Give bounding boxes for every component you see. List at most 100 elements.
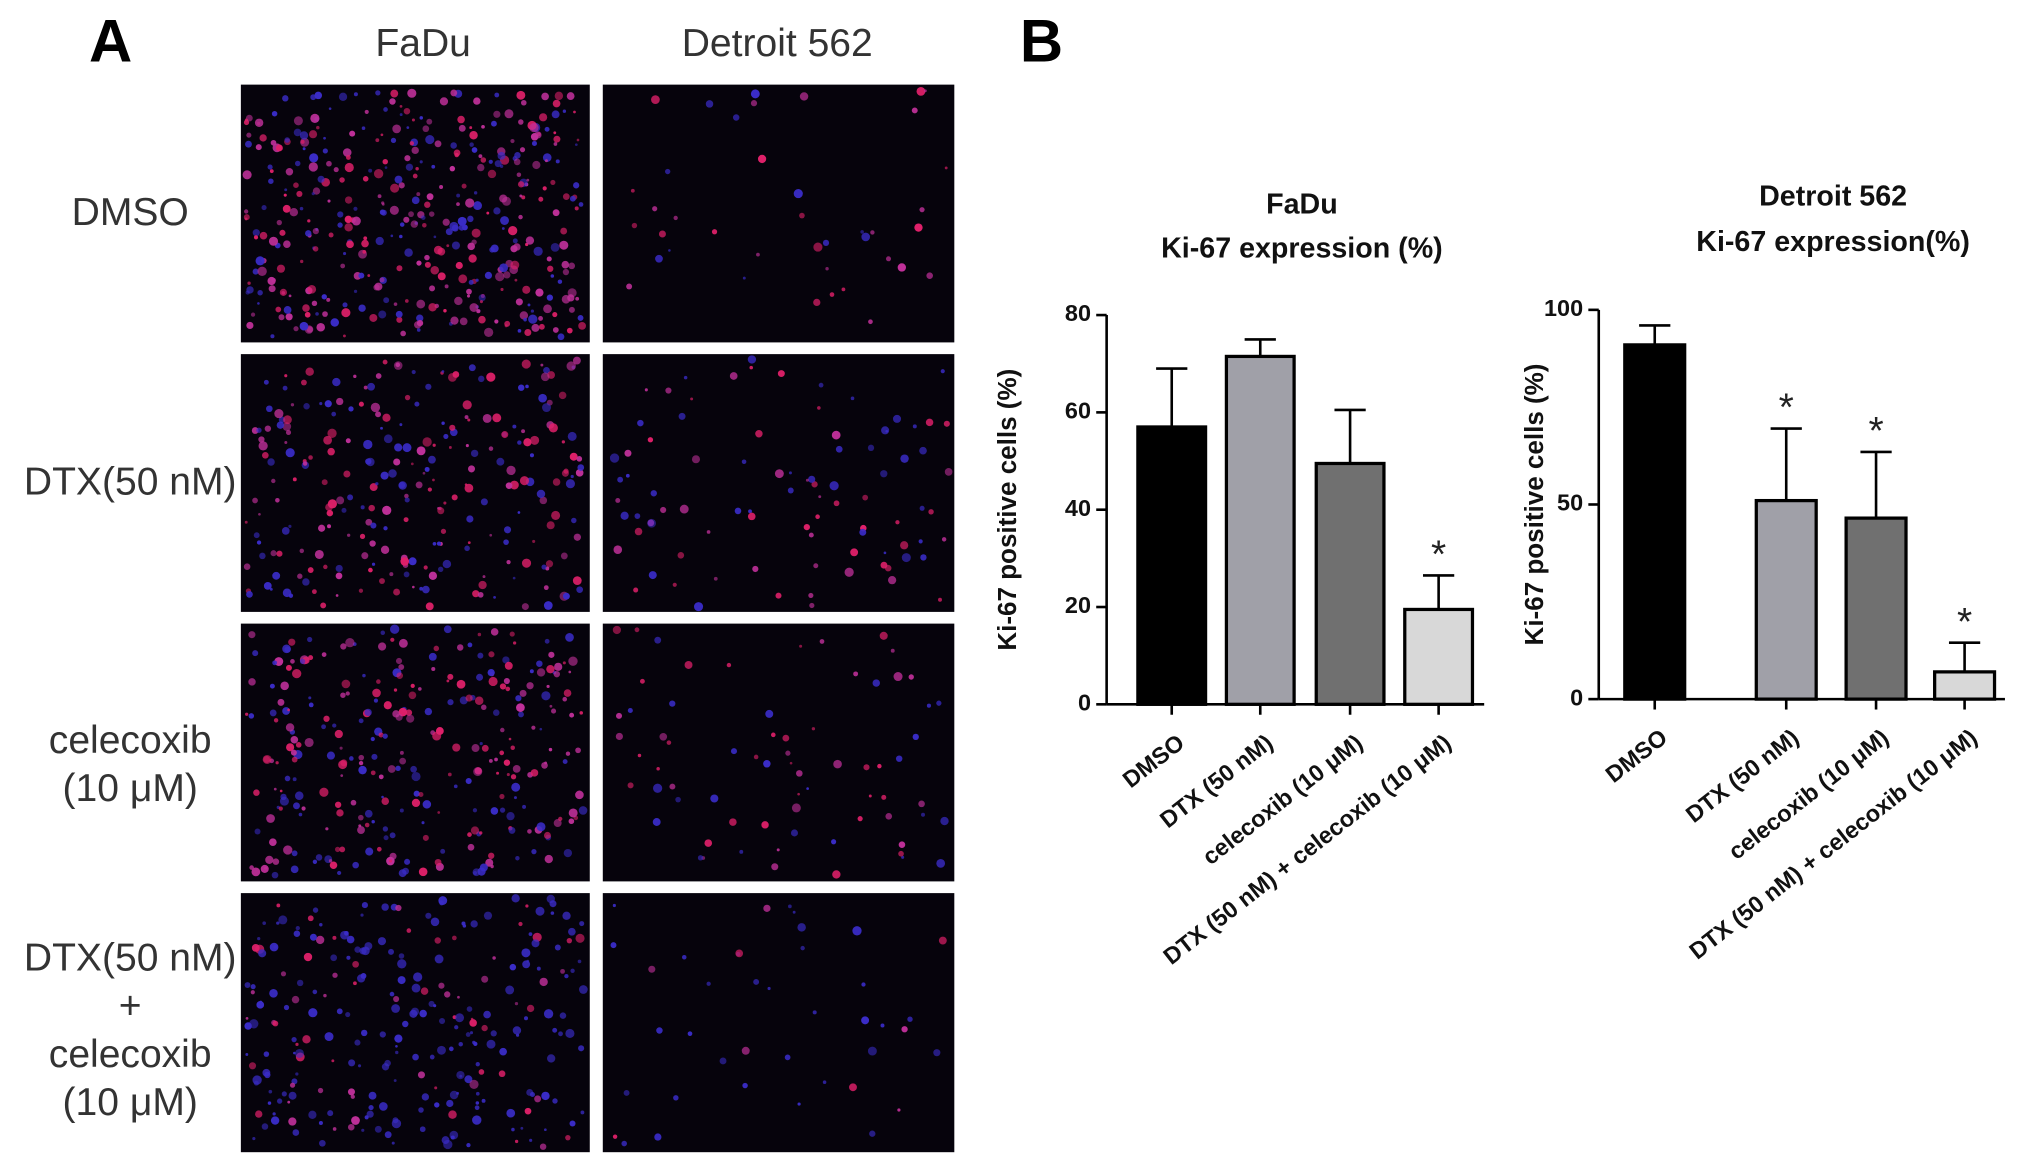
cell-dot xyxy=(428,211,435,217)
cell-dot xyxy=(307,567,314,574)
cell-dot xyxy=(577,315,584,321)
cell-dot xyxy=(379,209,386,215)
cell-dot xyxy=(548,651,555,658)
cell-dot xyxy=(412,585,415,589)
cell-dot xyxy=(339,746,343,750)
cell-dot xyxy=(305,230,312,237)
cell-dot xyxy=(531,140,537,146)
cell-dot xyxy=(450,1135,455,1140)
cell-dot xyxy=(539,727,543,731)
cell-dot xyxy=(483,911,493,920)
cell-dot xyxy=(352,861,359,869)
cell-dot xyxy=(243,563,251,570)
cell-dot xyxy=(672,582,677,587)
cell-dot xyxy=(293,128,302,137)
cell-dot xyxy=(568,262,576,270)
cell-dot xyxy=(512,576,516,580)
cell-dot xyxy=(271,871,279,879)
cell-dot xyxy=(747,512,756,521)
cell-dot xyxy=(288,294,292,298)
cell-dot xyxy=(304,737,314,748)
cell-dot xyxy=(293,802,300,810)
cell-dot xyxy=(735,949,744,958)
cell-dot xyxy=(928,509,934,515)
cell-dot xyxy=(514,278,518,282)
cell-dot xyxy=(249,865,254,870)
cell-dot xyxy=(284,775,291,782)
cell-dot xyxy=(292,477,297,482)
cell-dot xyxy=(456,193,461,198)
cell-dot xyxy=(481,1024,488,1032)
cell-dot xyxy=(327,1110,334,1117)
cell-dot xyxy=(319,923,323,927)
cell-dot xyxy=(393,1079,397,1083)
cell-dot xyxy=(263,581,272,590)
cell-dot xyxy=(610,942,617,949)
cell-dot xyxy=(825,267,829,271)
cell-dot xyxy=(536,660,543,667)
cell-dot xyxy=(647,518,657,528)
cell-dot xyxy=(808,592,814,599)
cell-dot xyxy=(553,670,560,678)
cell-dot xyxy=(683,375,688,380)
cell-dot xyxy=(288,1117,297,1126)
cell-dot xyxy=(625,473,630,478)
cell-dot xyxy=(437,247,446,256)
cell-dot xyxy=(534,131,542,139)
cell-dot xyxy=(797,792,800,796)
cell-dot xyxy=(542,186,547,191)
cell-dot xyxy=(412,1053,419,1061)
panel-label: B xyxy=(1020,7,1063,74)
cell-dot xyxy=(388,469,397,478)
cell-dot xyxy=(940,369,945,374)
cell-dot xyxy=(500,287,504,292)
cell-dot xyxy=(308,702,314,708)
cell-dot xyxy=(479,742,483,746)
cell-dot xyxy=(541,1091,550,1101)
cell-dot xyxy=(514,1001,519,1006)
cell-dot xyxy=(309,153,319,163)
cell-dot xyxy=(288,593,294,598)
cell-dot xyxy=(578,321,587,330)
cell-dot xyxy=(499,194,508,203)
cell-dot xyxy=(493,110,501,118)
cell-dot xyxy=(505,985,515,995)
cell-dot xyxy=(344,196,353,204)
cell-dot xyxy=(644,388,648,392)
cell-dot xyxy=(669,700,676,707)
cell-dot xyxy=(626,283,633,290)
cell-dot xyxy=(371,562,376,566)
cell-dot xyxy=(281,1091,287,1097)
cell-dot xyxy=(558,816,563,822)
cell-dot xyxy=(515,298,523,306)
cell-dot xyxy=(285,168,294,176)
cell-dot xyxy=(282,95,289,102)
cell-dot xyxy=(399,423,403,427)
cell-dot xyxy=(326,160,332,167)
cell-dot xyxy=(245,290,250,295)
cell-dot xyxy=(278,806,283,811)
cell-dot xyxy=(412,173,418,179)
cell-dot xyxy=(787,487,794,494)
cell-dot xyxy=(519,689,527,697)
cell-dot xyxy=(442,218,450,226)
cell-dot xyxy=(259,231,268,240)
cell-dot xyxy=(446,1099,454,1108)
cell-dot xyxy=(879,631,888,640)
y-tick-label: 40 xyxy=(1065,495,1091,521)
cell-dot xyxy=(478,294,486,302)
cell-dot xyxy=(370,402,381,413)
cell-dot xyxy=(615,497,621,503)
cell-dot xyxy=(467,215,474,223)
cell-dot xyxy=(298,812,303,817)
cell-dot xyxy=(382,359,388,365)
cell-dot xyxy=(282,385,288,391)
cell-dot xyxy=(526,178,530,182)
cell-dot xyxy=(360,913,364,917)
cell-dot xyxy=(295,1072,299,1076)
cell-dot xyxy=(381,797,390,805)
cell-dot xyxy=(330,318,339,327)
cell-dot xyxy=(471,147,478,153)
cell-dot xyxy=(315,854,323,861)
cell-dot xyxy=(419,1126,426,1133)
